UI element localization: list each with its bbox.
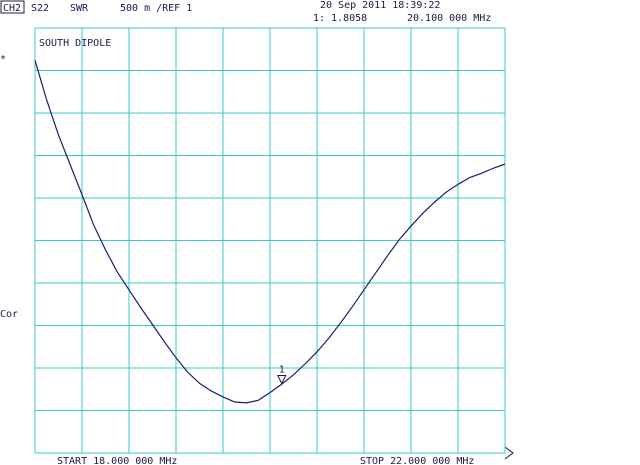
marker	[276, 375, 287, 385]
marker-readout: 1: 1.8058	[313, 13, 367, 24]
chart-title: SOUTH DIPOLE	[39, 38, 111, 49]
flag: *	[0, 54, 6, 65]
ref-pointer	[504, 446, 514, 460]
channel: CH2	[3, 3, 21, 14]
marker-freq: 20.100 000 MHz	[407, 13, 491, 24]
datetime: 20 Sep 2011 18:39:22	[320, 0, 440, 11]
stop-label: STOP 22.000 000 MHz	[360, 456, 474, 465]
parameter: S22	[31, 3, 49, 14]
format: SWR	[70, 3, 89, 14]
correction: Cor	[0, 309, 18, 320]
scale: 500 m /REF 1	[120, 3, 192, 14]
marker-label: 1	[279, 365, 285, 376]
start-label: START 18.000 000 MHz	[57, 456, 177, 465]
trace	[34, 60, 506, 404]
channel-box	[0, 0, 25, 14]
